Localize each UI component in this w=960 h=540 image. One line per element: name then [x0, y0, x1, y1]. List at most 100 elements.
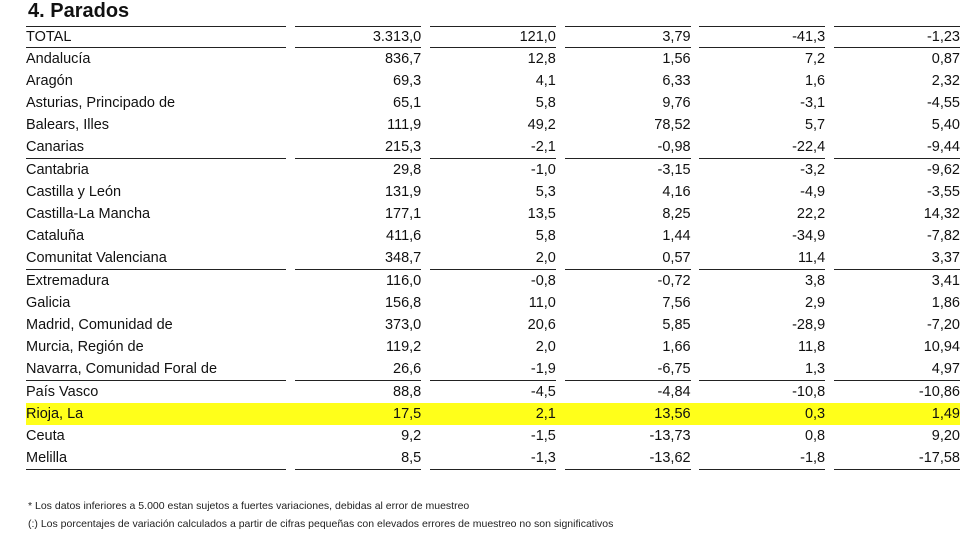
column-gap — [691, 314, 700, 336]
value-cell-v2: -1,0 — [530, 162, 556, 178]
value-cell-v5: -9,44 — [833, 136, 960, 159]
column-gap — [286, 203, 295, 225]
value-cell-v3: 9,76 — [662, 95, 691, 111]
table-row: Madrid, Comunidad de 373,0 20,6 5,85 -28,9 -7… — [26, 314, 960, 336]
value-cell-v1: 26,6 — [295, 358, 422, 381]
value-cell-v4: 22,2 — [796, 206, 826, 222]
column-gap — [421, 203, 430, 225]
value-cell-v3: 1,44 — [662, 228, 691, 244]
column-gap — [691, 114, 700, 136]
column-gap — [691, 136, 700, 159]
column-gap — [690, 403, 700, 425]
value-cell-v1: 116,0 — [386, 273, 422, 289]
value-cell-v4: -4,9 — [800, 184, 826, 200]
value-cell-v3: 6,33 — [662, 73, 691, 89]
value-cell-v4: -3,1 — [800, 95, 826, 111]
region-name-cell: Canarias — [26, 136, 287, 159]
value-cell-v2: 121,0 — [430, 26, 556, 48]
value-cell-v5: 9,20 — [931, 428, 960, 444]
column-gap — [556, 270, 565, 293]
value-cell-v1: 411,6 — [386, 228, 422, 244]
column-gap — [691, 203, 700, 225]
table-row: Galicia 156,8 11,0 7,56 2,9 1,86 — [26, 292, 960, 314]
region-name-cell: Balears, Illes — [26, 117, 110, 133]
column-gap — [825, 336, 834, 358]
value-cell-v2: 49,2 — [527, 117, 556, 133]
column-gap — [286, 358, 295, 381]
column-gap — [556, 70, 565, 92]
column-gap — [556, 159, 565, 182]
column-gap — [825, 181, 834, 203]
value-cell-v2: 13,5 — [527, 206, 556, 222]
page-title: 4. Parados — [28, 0, 130, 22]
column-gap — [421, 136, 430, 159]
column-gap — [286, 48, 295, 71]
column-gap — [691, 336, 700, 358]
value-cell-v2: 12,8 — [527, 51, 556, 67]
column-gap — [691, 292, 700, 314]
value-cell-v1: 3.313,0 — [295, 26, 422, 48]
column-gap — [691, 381, 700, 404]
column-gap — [825, 136, 834, 159]
table-row: Cataluña 411,6 5,8 1,44 -34,9 -7,82 — [26, 225, 960, 247]
column-gap — [286, 314, 295, 336]
value-cell-v1: 88,8 — [393, 384, 422, 400]
column-gap — [556, 203, 565, 225]
value-cell-v3: -13,62 — [564, 447, 691, 470]
column-gap — [286, 336, 295, 358]
value-cell-v2: 20,6 — [527, 317, 556, 333]
table-row-total: TOTAL 3.313,0 121,0 3,79 -41,3 -1,23 — [26, 26, 960, 48]
value-cell-v3: 78,52 — [654, 117, 691, 133]
value-cell-v4: -3,2 — [800, 162, 826, 178]
column-gap — [421, 48, 430, 71]
column-gap — [691, 247, 700, 270]
column-gap — [421, 27, 430, 48]
footnote: (:) Los porcentajes de variación calcula… — [28, 518, 614, 530]
region-name-cell: Galicia — [26, 295, 71, 311]
value-cell-v3: 8,25 — [662, 206, 691, 222]
region-name-cell: Cantabria — [26, 162, 89, 178]
column-gap — [556, 358, 565, 381]
column-gap — [825, 159, 834, 182]
column-gap — [691, 48, 700, 71]
value-cell-v1: 215,3 — [295, 136, 422, 159]
value-cell-v2: 5,8 — [535, 228, 556, 244]
value-cell-v4: 11,8 — [797, 339, 826, 355]
column-gap — [556, 225, 565, 247]
value-cell-v5: 0,87 — [931, 51, 960, 67]
value-cell-v2: -2,1 — [430, 136, 556, 159]
column-gap — [286, 425, 295, 447]
column-gap — [825, 92, 834, 114]
column-gap — [556, 48, 565, 71]
value-cell-v1: 29,8 — [393, 162, 422, 178]
table-row: Extremadura 116,0 -0,8 -0,72 3,8 3,41 — [26, 270, 960, 293]
column-gap — [556, 181, 565, 203]
column-gap — [556, 114, 565, 136]
value-cell-v1: 177,1 — [384, 206, 422, 222]
column-gap — [825, 48, 834, 71]
column-gap — [556, 247, 565, 270]
column-gap — [556, 447, 565, 470]
value-cell-v4: -10,8 — [792, 384, 826, 400]
value-cell-v5: -7,20 — [926, 317, 960, 333]
table-row: Aragón 69,3 4,1 6,33 1,6 2,32 — [26, 70, 960, 92]
value-cell-v5: 3,37 — [833, 247, 960, 270]
value-cell-v4: 2,9 — [804, 295, 826, 311]
value-cell-v4: 1,3 — [699, 358, 826, 381]
table-row: Canarias 215,3 -2,1 -0,98 -22,4 -9,44 — [26, 136, 960, 159]
value-cell-v5: -10,86 — [918, 384, 960, 400]
column-gap — [691, 181, 700, 203]
value-cell-v5: 5,40 — [931, 117, 960, 133]
value-cell-v2: -4,5 — [530, 384, 556, 400]
column-gap — [421, 225, 430, 247]
value-cell-v2: 4,1 — [535, 73, 556, 89]
value-cell-v1: 373,0 — [384, 317, 422, 333]
column-gap — [556, 27, 565, 48]
value-cell-v2: 2,0 — [430, 247, 556, 270]
column-gap — [825, 425, 834, 447]
value-cell-v2: -1,5 — [530, 428, 556, 444]
value-cell-v2: -1,9 — [430, 358, 556, 381]
value-cell-v3: -13,73 — [649, 428, 691, 444]
table-row: Castilla-La Mancha 177,1 13,5 8,25 22,2 14,32 — [26, 203, 960, 225]
region-name-cell: Cataluña — [26, 228, 85, 244]
